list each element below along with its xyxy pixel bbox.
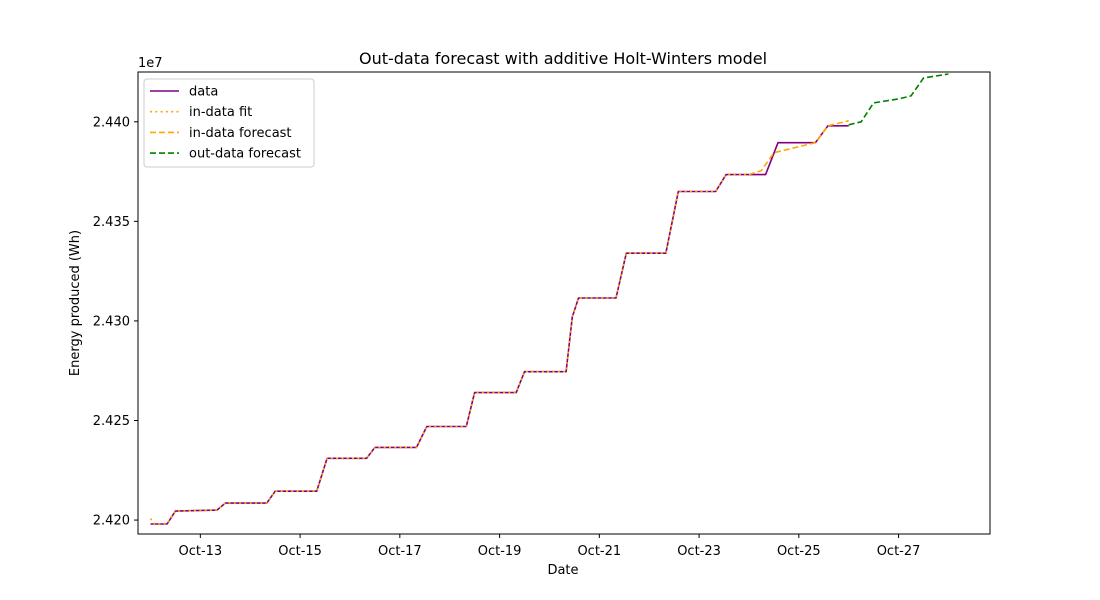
y-axis-ticks: 2.420 2.425 2.430 2.435 2.440 xyxy=(93,115,138,529)
legend-label-0: data xyxy=(189,85,218,100)
chart-title: Out-data forecast with additive Holt-Win… xyxy=(359,49,767,68)
x-tick-label: Oct-23 xyxy=(677,544,721,559)
x-tick-label: Oct-19 xyxy=(478,544,522,559)
y-offset-label: 1e7 xyxy=(138,56,163,71)
x-axis-label: Date xyxy=(547,563,578,578)
legend-label-2: in-data forecast xyxy=(189,126,292,141)
x-tick-label: Oct-13 xyxy=(178,544,222,559)
y-tick-label: 2.425 xyxy=(93,414,130,429)
plot-frame xyxy=(137,71,991,535)
legend-box xyxy=(143,78,315,168)
x-tick-label: Oct-25 xyxy=(777,544,821,559)
y-tick-label: 2.435 xyxy=(93,215,130,230)
y-tick-label: 2.420 xyxy=(93,514,130,529)
series-lines xyxy=(149,73,949,525)
series-line-1 xyxy=(149,173,749,525)
legend-label-3: out-data forecast xyxy=(189,147,301,162)
x-tick-label: Oct-15 xyxy=(278,544,322,559)
x-tick-label: Oct-17 xyxy=(378,544,422,559)
series-line-3 xyxy=(848,73,949,126)
legend: data in-data fit in-data forecast out-data … xyxy=(143,78,315,168)
y-tick-label: 2.430 xyxy=(93,314,130,329)
series-line-2 xyxy=(748,120,849,176)
x-tick-label: Oct-21 xyxy=(577,544,621,559)
x-axis-ticks: Oct-13 Oct-15 Oct-17 Oct-19 Oct-21 Oct-23 Oct-… xyxy=(178,534,920,559)
legend-label-1: in-data fit xyxy=(189,105,252,120)
x-tick-label: Oct-27 xyxy=(877,544,921,559)
y-tick-label: 2.440 xyxy=(93,115,130,130)
y-axis-label: Energy produced (Wh) xyxy=(68,230,83,376)
